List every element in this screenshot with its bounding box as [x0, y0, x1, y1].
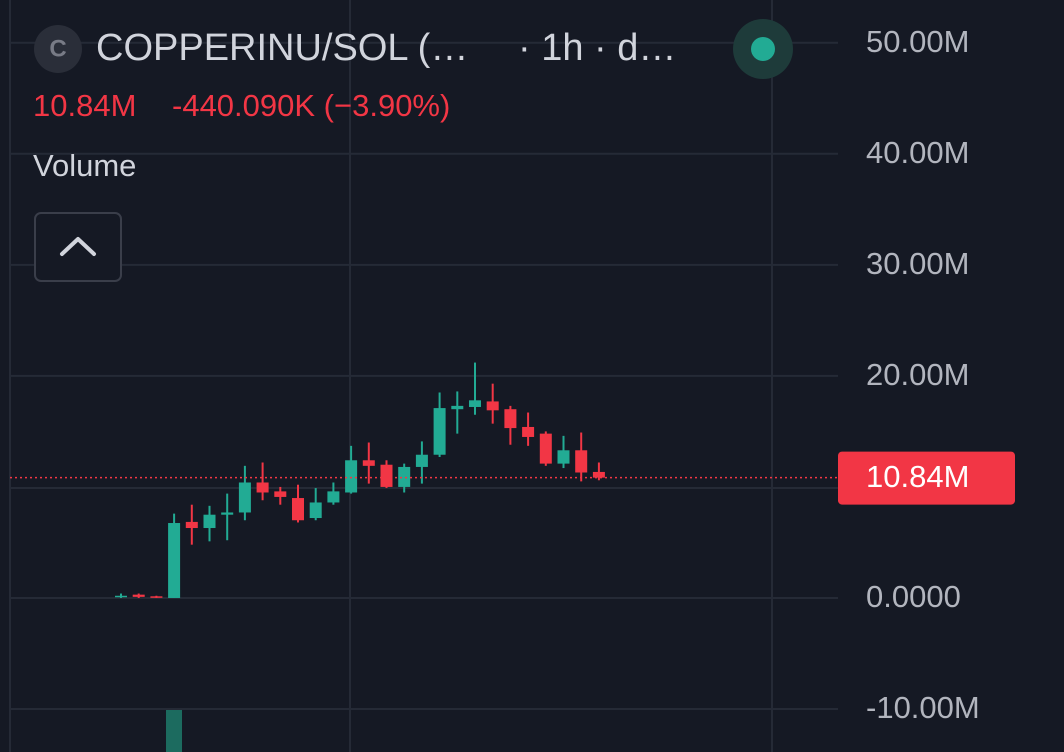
candle-body [168, 523, 181, 598]
candle-body [132, 594, 145, 597]
candle-body [575, 450, 588, 473]
last-price: 10.84M [33, 88, 136, 123]
price-label-box [838, 451, 1015, 505]
candle-body [539, 433, 552, 464]
candle-body [203, 514, 216, 529]
candle-body [557, 450, 570, 464]
symbol-title: COPPERINU/SOL (… [96, 27, 468, 69]
plot [10, 41, 838, 711]
y-tick-label: -10.00M [866, 690, 980, 725]
collapse-button[interactable] [34, 212, 122, 282]
volume-bar [166, 710, 182, 752]
candle-body [309, 502, 322, 519]
candle-body [362, 460, 375, 466]
y-tick-label: 40.00M [866, 135, 969, 170]
candle-body [433, 408, 446, 455]
price-label: 10.84M [866, 459, 969, 494]
candle-body [185, 521, 198, 529]
candle-body [486, 401, 499, 411]
interval: · 1h · d… [518, 27, 676, 69]
candle-body [345, 460, 358, 493]
candle-body [451, 405, 464, 410]
price-change: -440.090K (−3.90%) [172, 88, 450, 123]
y-tick-label: 0.0000 [866, 579, 961, 614]
chevron-icon [60, 237, 96, 256]
candle-body [522, 426, 535, 437]
candle-body [238, 482, 251, 513]
y-tick-label: 30.00M [866, 246, 969, 281]
status-dot [751, 37, 775, 61]
symbol-icon [34, 25, 82, 73]
candle-body [274, 491, 287, 497]
candle-body [415, 454, 428, 467]
y-tick-label: 20.00M [866, 357, 969, 392]
candle-body [292, 498, 304, 521]
candle-body [115, 595, 127, 598]
candle-body [380, 464, 393, 487]
y-tick-label: 50.00M [866, 24, 969, 59]
candle-body [327, 491, 340, 503]
candle-body [592, 471, 605, 478]
candle-body [398, 466, 411, 487]
candle-body [256, 482, 269, 493]
candle-body [221, 512, 234, 515]
candle-body [469, 400, 481, 407]
symbol-icon-letter: C [49, 35, 66, 62]
candle-body [150, 596, 163, 598]
indicator-label: Volume [33, 148, 136, 183]
candle-body [504, 409, 517, 429]
